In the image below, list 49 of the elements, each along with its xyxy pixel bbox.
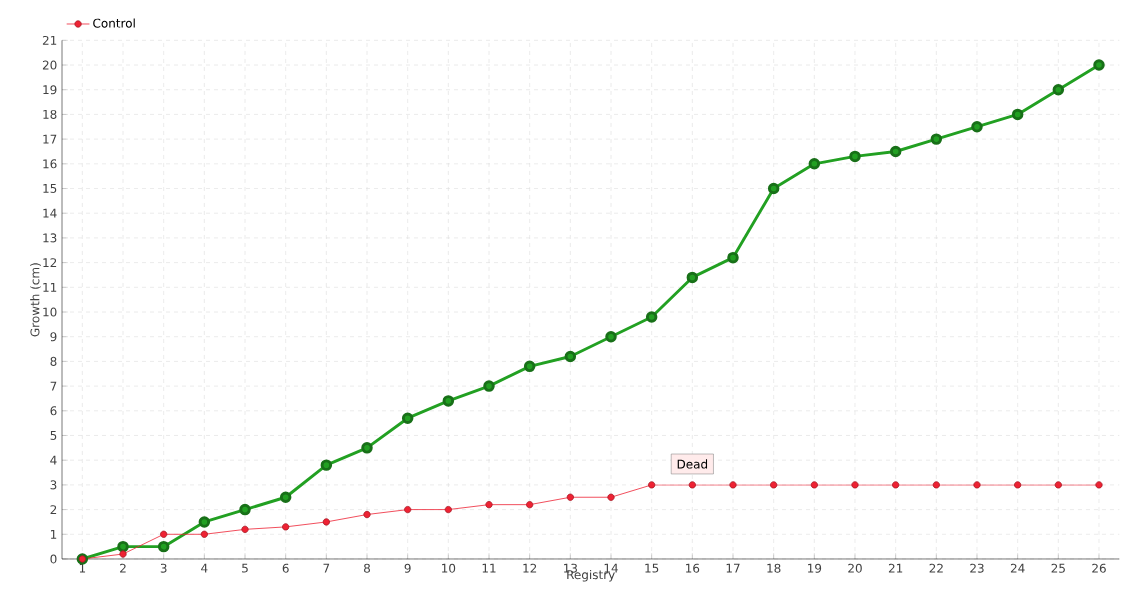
- x-tick-label: 3: [160, 563, 167, 573]
- x-tick-label: 16: [686, 563, 700, 573]
- y-tick-label: 8: [50, 356, 57, 366]
- x-tick-label: 17: [726, 563, 740, 573]
- x-tick-label: 1: [79, 563, 86, 573]
- y-tick-label: 6: [50, 406, 57, 416]
- y-tick-label: 13: [43, 233, 57, 243]
- y-tick-label: 18: [43, 109, 57, 119]
- y-tick-label: 14: [43, 208, 57, 218]
- x-tick-label: 15: [645, 563, 659, 573]
- y-tick-label: 21: [42, 35, 57, 45]
- y-tick-label: 7: [50, 381, 57, 391]
- x-tick-label: 12: [523, 563, 537, 573]
- y-tick-label: 3: [50, 480, 57, 490]
- y-tick-label: 0: [50, 554, 57, 564]
- x-tick-label: 25: [1051, 563, 1065, 573]
- x-tick-label: 22: [929, 563, 943, 573]
- y-tick-label: 20: [42, 60, 57, 70]
- y-tick-label: 11: [43, 282, 57, 292]
- y-tick-label: 4: [50, 455, 57, 465]
- x-tick-label: 9: [404, 563, 411, 573]
- x-tick-label: 11: [482, 563, 496, 573]
- x-tick-label: 5: [242, 563, 248, 573]
- x-tick-label: 21: [888, 563, 903, 573]
- x-tick-label: 18: [767, 563, 781, 573]
- y-tick-label: 12: [43, 258, 57, 268]
- y-tick-label: 17: [43, 134, 57, 144]
- y-tick-label: 16: [43, 159, 57, 169]
- x-tick-label: 2: [120, 563, 126, 573]
- x-tick-label: 8: [364, 563, 371, 573]
- annotation: Dead: [677, 459, 708, 469]
- y-axis-title: Growth (cm): [30, 263, 41, 337]
- x-tick-label: 7: [323, 563, 330, 573]
- x-tick-label: 6: [282, 563, 289, 573]
- legend-label: Control: [93, 18, 135, 28]
- y-tick-label: 15: [43, 184, 57, 193]
- y-tick-label: 2: [50, 505, 57, 515]
- y-tick-label: 10: [43, 307, 57, 317]
- y-tick-label: 1: [50, 529, 57, 539]
- x-tick-label: 23: [970, 563, 984, 573]
- x-tick-label: 4: [201, 563, 208, 573]
- y-tick-label: 5: [50, 431, 57, 440]
- x-tick-label: 20: [848, 563, 862, 573]
- x-tick-label: 24: [1010, 563, 1025, 573]
- x-tick-label: 26: [1092, 563, 1106, 573]
- y-tick-label: 9: [50, 332, 57, 342]
- x-tick-label: 19: [808, 563, 822, 573]
- y-tick-label: 19: [43, 85, 57, 95]
- x-tick-label: 10: [442, 563, 456, 573]
